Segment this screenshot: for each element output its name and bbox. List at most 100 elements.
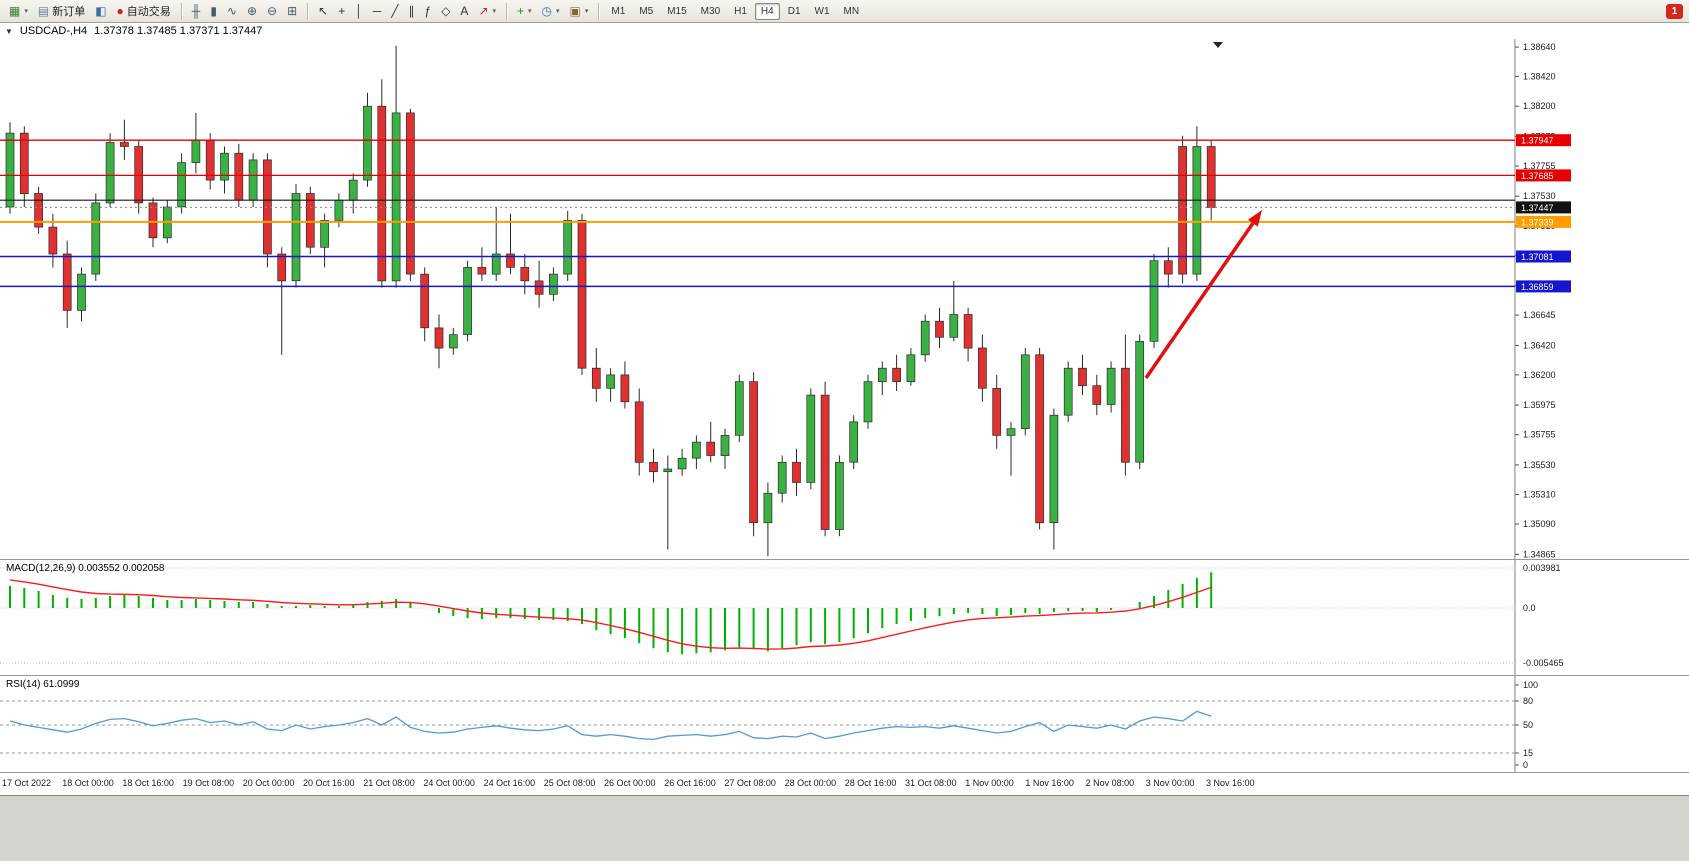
timeframe-button-m5[interactable]: M5 bbox=[639, 5, 654, 17]
chart-shift-marker[interactable] bbox=[1213, 42, 1223, 48]
line-chart-button[interactable]: ∿ bbox=[222, 1, 242, 22]
time-axis-label: 18 Oct 00:00 bbox=[62, 778, 114, 788]
chart-plot-background bbox=[0, 39, 1689, 559]
horizontal-line-button[interactable]: ─ bbox=[368, 1, 387, 22]
price-chart-pane[interactable]: 1.386401.384201.382001.379751.377551.375… bbox=[0, 39, 1689, 559]
pane-separator[interactable] bbox=[0, 675, 1689, 676]
zoom-out-button[interactable]: ⊖ bbox=[262, 1, 282, 22]
candle bbox=[734, 374, 744, 443]
timeframe-button-h1[interactable]: H1 bbox=[734, 5, 747, 17]
trend-arrow[interactable] bbox=[1144, 210, 1262, 379]
candle bbox=[849, 415, 859, 469]
indicators-button[interactable]: + ▾ bbox=[512, 1, 537, 22]
timeframe-button-w1[interactable]: W1 bbox=[814, 5, 830, 17]
candle bbox=[1078, 354, 1087, 396]
notifications-badge[interactable]: 1 bbox=[1666, 4, 1683, 19]
crosshair-button[interactable]: + bbox=[333, 1, 350, 22]
candle bbox=[448, 327, 458, 355]
text-button[interactable]: A bbox=[455, 1, 473, 22]
candle bbox=[34, 186, 43, 234]
tile-windows-icon: ⊞ bbox=[287, 4, 298, 18]
arrow-tools-dropdown-icon[interactable]: ▾ bbox=[492, 8, 497, 15]
macd-indicator-pane[interactable]: 0.003981 0.0 -0.005465 bbox=[0, 560, 1689, 675]
support-line-1-price-tag: 1.37081 bbox=[1516, 250, 1571, 263]
candle bbox=[577, 213, 587, 375]
candle bbox=[978, 334, 987, 402]
time-axis-label: 1 Nov 16:00 bbox=[1025, 778, 1074, 788]
new-chart-button[interactable]: ▦ ▾ bbox=[4, 1, 33, 22]
price-tick-label: 1.37755 bbox=[1523, 161, 1556, 171]
autotrading-button[interactable]: ● 自动交易 bbox=[112, 1, 176, 22]
periods-button[interactable]: ◷ ▾ bbox=[537, 1, 565, 22]
candlestick-chart-button[interactable]: ▮ bbox=[205, 1, 222, 22]
candle bbox=[1192, 126, 1202, 281]
candle bbox=[920, 314, 930, 362]
indicators-dropdown-icon[interactable]: ▾ bbox=[528, 8, 532, 15]
time-axis-label: 20 Oct 16:00 bbox=[303, 778, 355, 788]
candle bbox=[677, 448, 687, 476]
candle bbox=[591, 348, 601, 402]
arrow-tools-icon: ↗ bbox=[478, 4, 489, 18]
candlestick-chart-icon: ▮ bbox=[210, 4, 217, 18]
candle bbox=[620, 361, 630, 409]
time-axis-label: 18 Oct 16:00 bbox=[122, 778, 174, 788]
macd-tick-label: -0.005465 bbox=[1523, 658, 1564, 668]
shapes-icon: ◇ bbox=[441, 4, 451, 18]
rsi-tick-label: 0 bbox=[1523, 760, 1528, 770]
candle bbox=[1049, 408, 1059, 550]
arrow-tools-button[interactable]: ↗ ▾ bbox=[473, 1, 501, 22]
chart-window: ▼ USDCAD-,H4 1.37378 1.37485 1.37371 1.3… bbox=[0, 23, 1689, 796]
candle bbox=[434, 314, 444, 369]
line-chart-icon: ∿ bbox=[226, 4, 237, 18]
timeframe-button-m30[interactable]: M30 bbox=[700, 5, 721, 17]
templates-button[interactable]: ▣ ▾ bbox=[565, 1, 594, 22]
candle bbox=[906, 348, 916, 386]
timeframe-button-m15[interactable]: M15 bbox=[667, 5, 687, 17]
time-axis-label: 28 Oct 00:00 bbox=[784, 778, 837, 788]
time-axis[interactable]: 17 Oct 2022 18 Oct 00:00 18 Oct 16:00 19 Oc… bbox=[0, 772, 1689, 795]
time-axis-label: 3 Nov 00:00 bbox=[1145, 778, 1195, 788]
candle bbox=[820, 381, 830, 537]
time-axis-label: 26 Oct 16:00 bbox=[664, 778, 716, 788]
time-axis-label: 24 Oct 00:00 bbox=[423, 778, 475, 788]
candle bbox=[806, 388, 816, 490]
zoom-in-icon: ⊕ bbox=[246, 4, 258, 18]
svg-text:1.37685: 1.37685 bbox=[1521, 171, 1554, 181]
candle bbox=[220, 146, 229, 194]
candle bbox=[1035, 348, 1044, 530]
candle bbox=[1178, 135, 1187, 284]
vertical-line-button[interactable]: │ bbox=[350, 1, 368, 22]
pane-separator[interactable] bbox=[0, 559, 1689, 560]
price-tick-label: 1.36420 bbox=[1523, 340, 1556, 350]
trendline-button[interactable]: ╱ bbox=[386, 1, 403, 22]
macd-tick-label: 0.0 bbox=[1523, 603, 1536, 613]
templates-dropdown-icon[interactable]: ▾ bbox=[584, 8, 589, 15]
rsi-indicator-pane[interactable]: 100 80 50 15 0 bbox=[0, 676, 1689, 772]
bar-chart-button[interactable]: ╫ bbox=[187, 1, 206, 22]
zoom-in-button[interactable]: ⊕ bbox=[242, 1, 262, 22]
cursor-button[interactable]: ↖ bbox=[313, 1, 333, 22]
tile-windows-button[interactable]: ⊞ bbox=[282, 1, 302, 22]
candle bbox=[463, 260, 472, 342]
timeframe-button-mn[interactable]: MN bbox=[843, 5, 860, 17]
periods-dropdown-icon[interactable]: ▾ bbox=[556, 8, 560, 15]
candle bbox=[134, 139, 144, 214]
chart-symbol-title: USDCAD-,H4 bbox=[19, 25, 88, 37]
price-tick-label: 1.38640 bbox=[1523, 42, 1556, 52]
price-tick-label: 1.35310 bbox=[1523, 490, 1556, 500]
new-chart-dropdown-icon[interactable]: ▾ bbox=[24, 8, 28, 15]
indicators-icon: + bbox=[517, 4, 525, 18]
one-click-trading-toggle-icon[interactable]: ▼ bbox=[5, 26, 13, 36]
rsi-background bbox=[0, 676, 1689, 772]
time-axis-label: 19 Oct 08:00 bbox=[182, 778, 235, 788]
price-tick-label: 1.35530 bbox=[1523, 460, 1556, 470]
shapes-button[interactable]: ◇ bbox=[436, 1, 455, 22]
timeframe-button-m1[interactable]: M1 bbox=[611, 5, 626, 17]
timeframe-button-d1[interactable]: D1 bbox=[787, 5, 801, 17]
new-order-button[interactable]: ▤ 新订单 bbox=[33, 1, 90, 22]
timeframe-button-h4[interactable]: H4 bbox=[754, 2, 780, 20]
fibonacci-button[interactable]: ƒ bbox=[420, 1, 437, 22]
metaeditor-button[interactable]: ◧ bbox=[90, 1, 111, 22]
candle bbox=[863, 374, 873, 429]
channel-button[interactable]: ∥ bbox=[404, 1, 420, 22]
